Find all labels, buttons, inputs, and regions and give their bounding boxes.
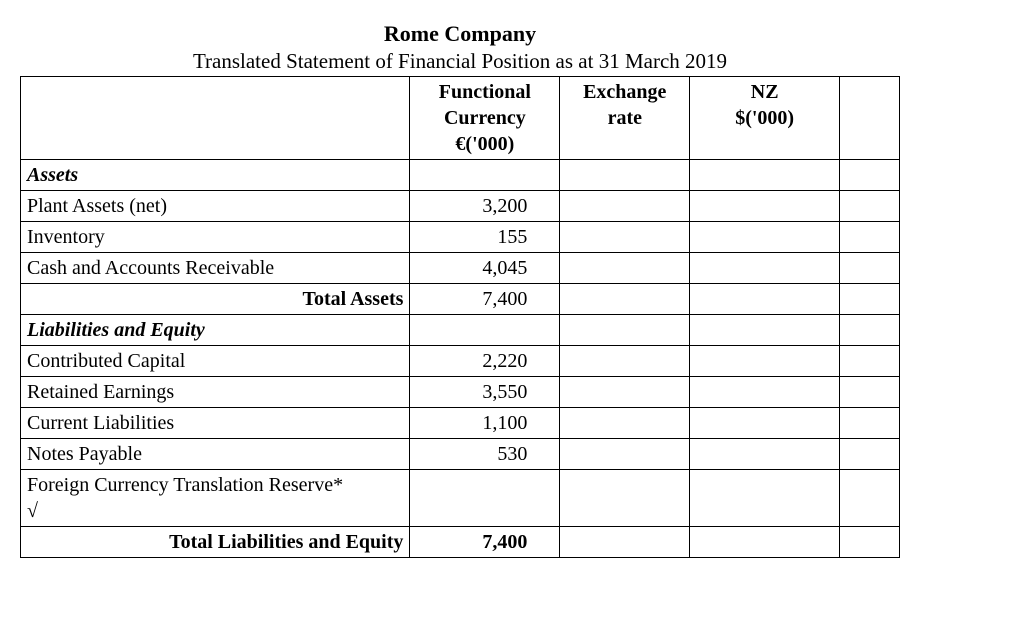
col-extra: [840, 76, 900, 159]
col-er-l1: Exchange: [583, 81, 666, 103]
col-exchange-rate: Exchange rate: [560, 76, 690, 159]
label-inventory: Inventory: [21, 221, 410, 252]
label-notes-pay: Notes Payable: [21, 438, 410, 469]
col-nz-l2: $('000): [735, 107, 794, 129]
col-nz-l1: NZ: [751, 81, 779, 103]
section-liab-eq-row: Liabilities and Equity: [21, 314, 900, 345]
row-contrib-cap: Contributed Capital 2,220: [21, 345, 900, 376]
row-cash-ar: Cash and Accounts Receivable 4,045: [21, 252, 900, 283]
company-name: Rome Company: [20, 20, 900, 48]
row-curr-liab: Current Liabilities 1,100: [21, 407, 900, 438]
col-functional-currency: Functional Currency €('000): [410, 76, 560, 159]
row-plant-assets: Plant Assets (net) 3,200: [21, 190, 900, 221]
row-notes-pay: Notes Payable 530: [21, 438, 900, 469]
fc-total-liab-eq: 7,400: [410, 526, 560, 557]
fctr-text: Foreign Currency Translation Reserve*: [27, 474, 343, 496]
col-fc-l3: €('000): [455, 133, 514, 155]
row-inventory: Inventory 155: [21, 221, 900, 252]
fc-total-assets: 7,400: [410, 283, 560, 314]
fc-notes-pay: 530: [410, 438, 560, 469]
fctr-check-icon: √: [27, 500, 38, 522]
label-plant-assets: Plant Assets (net): [21, 190, 410, 221]
statement-container: Rome Company Translated Statement of Fin…: [20, 20, 900, 558]
financial-position-table: Functional Currency €('000) Exchange rat…: [20, 76, 900, 558]
row-ret-earn: Retained Earnings 3,550: [21, 376, 900, 407]
row-total-liab-eq: Total Liabilities and Equity 7,400: [21, 526, 900, 557]
label-curr-liab: Current Liabilities: [21, 407, 410, 438]
col-blank: [21, 76, 410, 159]
fc-curr-liab: 1,100: [410, 407, 560, 438]
fc-plant-assets: 3,200: [410, 190, 560, 221]
statement-title: Translated Statement of Financial Positi…: [20, 48, 900, 74]
fc-inventory: 155: [410, 221, 560, 252]
col-fc-l2: Currency: [444, 107, 526, 129]
section-liab-eq: Liabilities and Equity: [21, 314, 410, 345]
fc-ret-earn: 3,550: [410, 376, 560, 407]
label-cash-ar: Cash and Accounts Receivable: [21, 252, 410, 283]
label-total-assets: Total Assets: [21, 283, 410, 314]
col-nz: NZ $('000): [690, 76, 840, 159]
fc-contrib-cap: 2,220: [410, 345, 560, 376]
label-fctr: Foreign Currency Translation Reserve* √: [21, 469, 410, 526]
label-contrib-cap: Contributed Capital: [21, 345, 410, 376]
header-row: Functional Currency €('000) Exchange rat…: [21, 76, 900, 159]
section-assets-row: Assets: [21, 159, 900, 190]
label-total-liab-eq: Total Liabilities and Equity: [21, 526, 410, 557]
fc-cash-ar: 4,045: [410, 252, 560, 283]
col-fc-l1: Functional: [439, 81, 531, 103]
section-assets: Assets: [21, 159, 410, 190]
col-er-l2: rate: [608, 107, 642, 129]
row-total-assets: Total Assets 7,400: [21, 283, 900, 314]
row-fctr: Foreign Currency Translation Reserve* √: [21, 469, 900, 526]
label-ret-earn: Retained Earnings: [21, 376, 410, 407]
